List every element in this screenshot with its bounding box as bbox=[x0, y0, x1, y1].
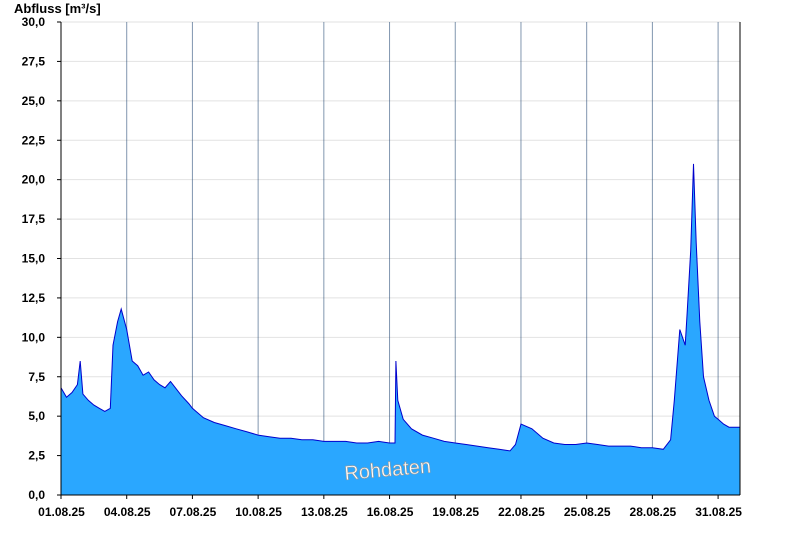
y-tick-label: 20,0 bbox=[22, 173, 46, 187]
y-tick-label: 17,5 bbox=[22, 212, 46, 226]
x-tick-labels: 01.08.25 04.08.25 07.08.25 10.08.25 13.08.25… bbox=[38, 505, 742, 519]
y-tick-labels: 0,0 2,5 5,0 7,5 10,0 12,5 15,0 17,5 20,0 22,5 25,0… bbox=[22, 15, 46, 502]
x-tick-label: 19.08.25 bbox=[432, 505, 479, 519]
y-tick-label: 12,5 bbox=[22, 291, 46, 305]
watermark-text: Rohdaten bbox=[344, 456, 432, 485]
x-tick-label: 31.08.25 bbox=[695, 505, 742, 519]
x-tick-label: 25.08.25 bbox=[564, 505, 611, 519]
x-tick-label: 07.08.25 bbox=[170, 505, 217, 519]
y-tick-label: 22,5 bbox=[22, 133, 46, 147]
discharge-line bbox=[60, 163, 740, 452]
x-tick-label: 01.08.25 bbox=[38, 505, 85, 519]
y-tick-label: 10,0 bbox=[22, 330, 46, 344]
x-tick-label: 22.08.25 bbox=[498, 505, 545, 519]
x-tick-label: 10.08.25 bbox=[235, 505, 282, 519]
axes bbox=[57, 21, 741, 499]
y-axis-label: Abfluss [m³/s] bbox=[14, 1, 101, 16]
x-tick-label: 13.08.25 bbox=[301, 505, 348, 519]
x-tick-label: 16.08.25 bbox=[367, 505, 414, 519]
series-layer bbox=[60, 163, 740, 495]
y-tick-label: 0,0 bbox=[28, 488, 45, 502]
y-tick-label: 2,5 bbox=[28, 449, 45, 463]
y-tick-label: 15,0 bbox=[22, 252, 46, 266]
discharge-area bbox=[61, 163, 740, 495]
y-tick-label: 5,0 bbox=[28, 409, 45, 423]
x-tick-label: 04.08.25 bbox=[104, 505, 151, 519]
y-tick-label: 25,0 bbox=[22, 94, 46, 108]
x-tick-label: 28.08.25 bbox=[630, 505, 677, 519]
y-tick-label: 7,5 bbox=[28, 370, 45, 384]
y-tick-label: 27,5 bbox=[22, 54, 46, 68]
y-tick-label: 30,0 bbox=[22, 15, 46, 29]
